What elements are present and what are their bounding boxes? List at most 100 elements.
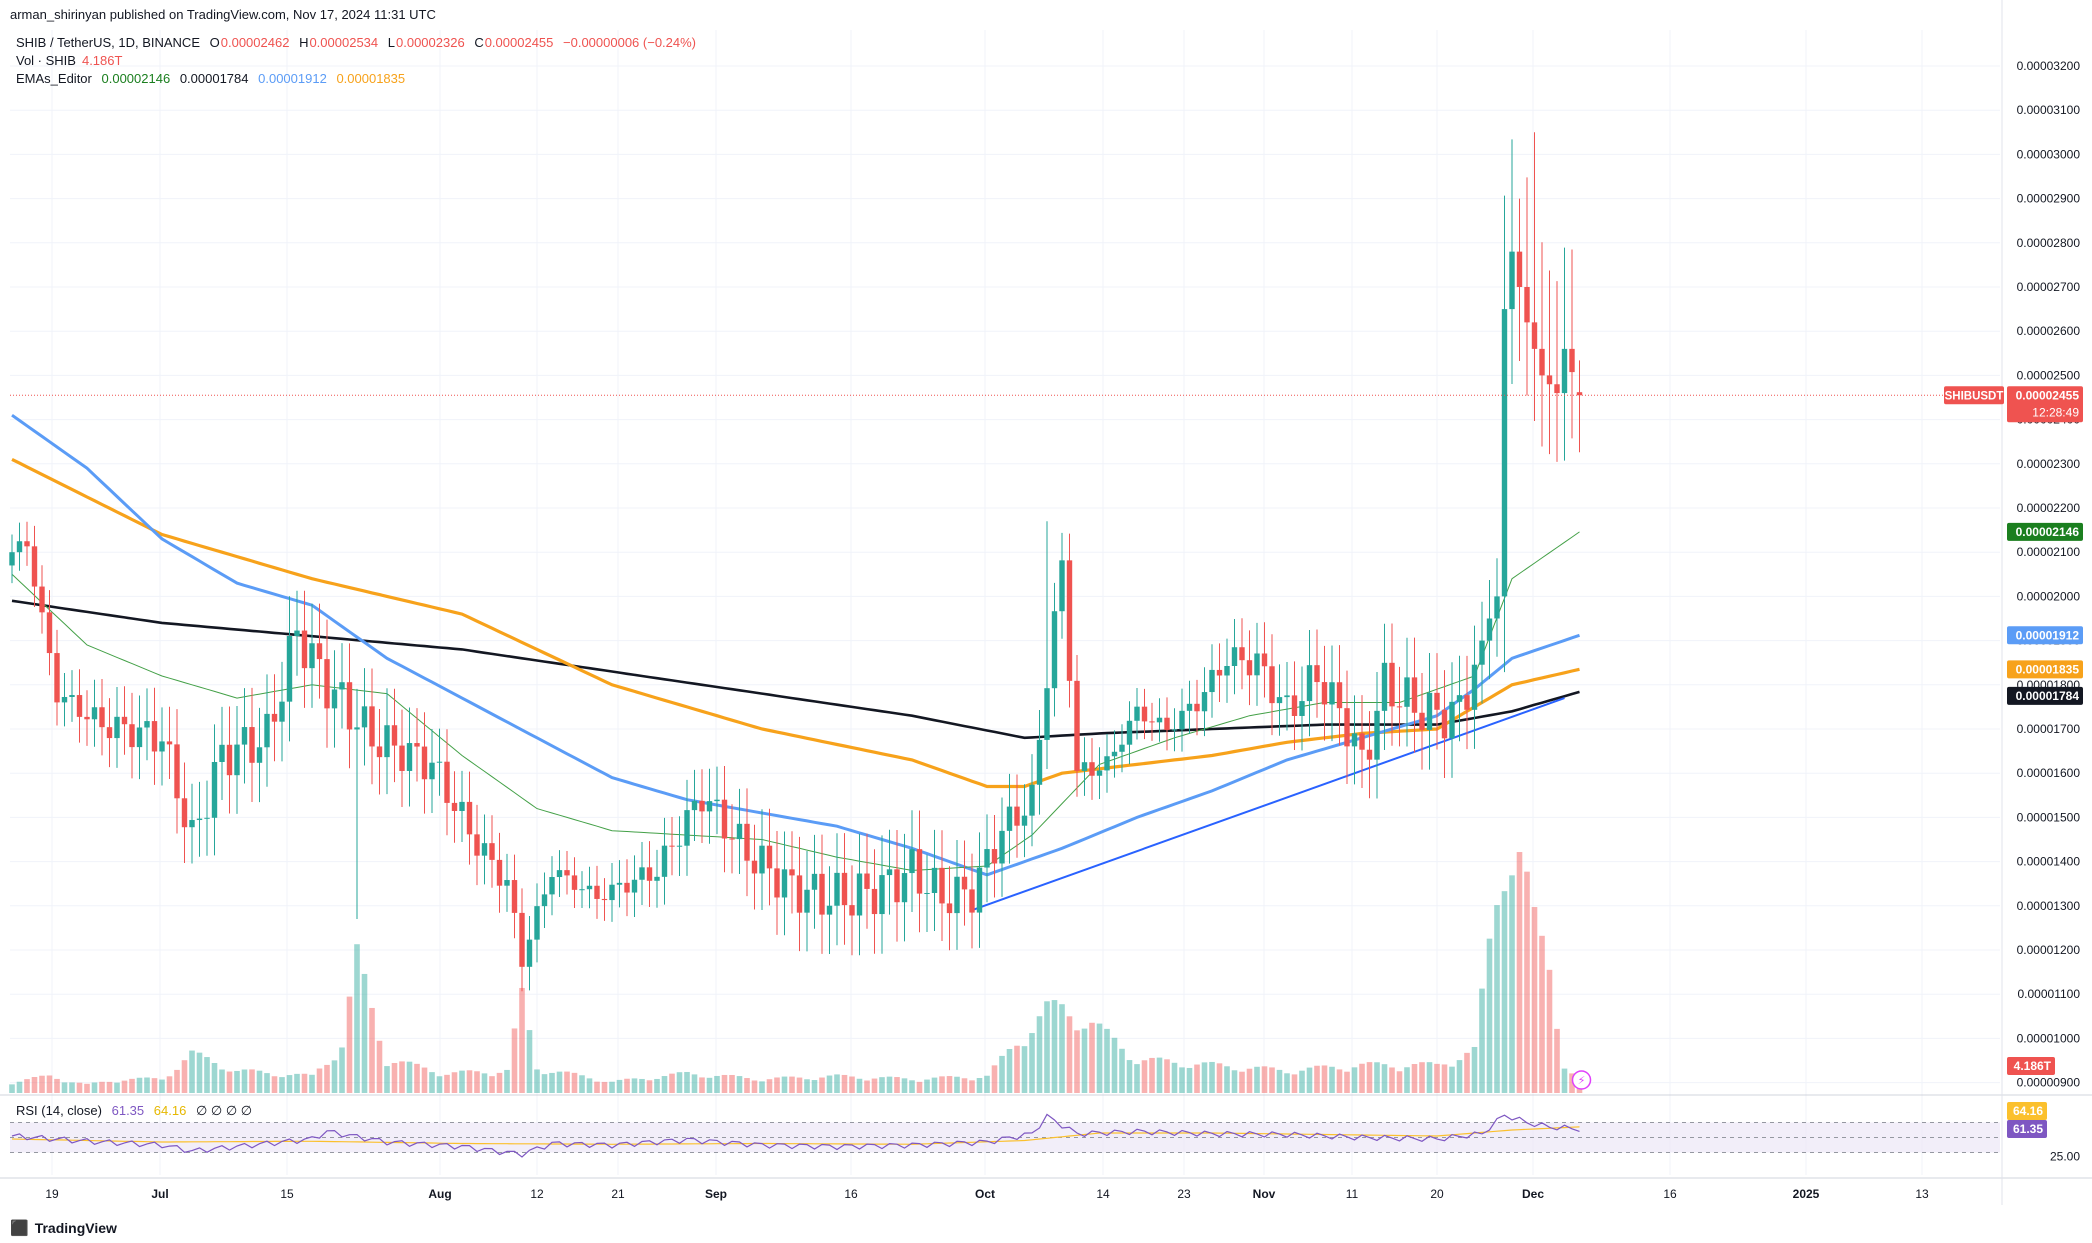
volume-bar: [549, 1072, 555, 1093]
volume-bar: [1284, 1073, 1290, 1093]
volume-bar: [24, 1079, 30, 1093]
volume-bar: [901, 1078, 908, 1093]
volume-bar: [84, 1083, 90, 1093]
volume-bar: [204, 1057, 210, 1093]
candle-body: [91, 707, 98, 720]
volume-bar: [429, 1072, 435, 1093]
volume-bar: [264, 1073, 270, 1093]
candle-body: [781, 869, 788, 898]
ema50-price-tag-bg: [2007, 626, 2083, 645]
volume-bar: [1479, 988, 1485, 1093]
volume-bar: [1126, 1060, 1133, 1093]
x-tick-label: Oct: [975, 1187, 995, 1201]
volume-bar: [1486, 938, 1493, 1093]
volume-bar: [459, 1070, 465, 1093]
tradingview-icon: ⬛: [10, 1220, 29, 1237]
candle-body: [886, 869, 893, 876]
candle-body: [114, 716, 120, 739]
candle-body: [654, 876, 660, 881]
candle-body: [954, 876, 960, 914]
candle-body: [219, 744, 225, 762]
volume-bar: [1171, 1062, 1178, 1093]
volume-bar: [564, 1071, 570, 1093]
volume-tag: 4.186T: [2014, 1059, 2052, 1073]
candle-body: [1464, 695, 1470, 710]
volume-bar: [1374, 1062, 1380, 1093]
candle-body: [1479, 640, 1485, 665]
candle-body: [286, 635, 293, 702]
volume-bar: [856, 1078, 863, 1093]
volume-bar: [69, 1082, 75, 1093]
volume-bar: [601, 1081, 608, 1093]
volume-bar: [399, 1061, 405, 1093]
candle-body: [646, 867, 653, 881]
symbol-name[interactable]: SHIB / TetherUS, 1D, BINANCE: [16, 35, 200, 50]
candle-body: [1201, 692, 1208, 712]
volume-bar: [1261, 1066, 1268, 1093]
volume-bar: [774, 1077, 780, 1093]
candle-body: [601, 898, 608, 901]
volume-bar: [556, 1071, 563, 1093]
volume-bar: [339, 1047, 345, 1093]
candle-body: [474, 834, 480, 856]
volume-bar: [931, 1077, 938, 1093]
volume-bar: [1464, 1052, 1470, 1093]
x-tick-label: Dec: [1522, 1187, 1544, 1201]
candle-body: [759, 845, 765, 874]
y-tick-label: 0.00001100: [2017, 987, 2080, 1001]
tradingview-logo[interactable]: ⬛ TradingView: [10, 1220, 117, 1237]
volume-bar: [721, 1074, 728, 1093]
candle-body: [1531, 322, 1538, 349]
candle-body: [174, 744, 180, 799]
volume-bar: [106, 1081, 113, 1093]
x-tick-label: 16: [1663, 1187, 1677, 1201]
candle-body: [1471, 664, 1478, 710]
volume-bar: [1276, 1069, 1283, 1093]
volume-bar: [684, 1071, 690, 1093]
volume-bar: [796, 1077, 803, 1093]
volume-legend[interactable]: Vol · SHIB 4.186T: [16, 53, 123, 68]
candle-body: [511, 880, 518, 913]
candle-body: [99, 707, 105, 728]
candle-body: [144, 721, 150, 728]
volume-bar: [1239, 1071, 1245, 1093]
x-tick-label: 15: [280, 1187, 294, 1201]
x-tick-label: 12: [530, 1187, 544, 1201]
volume-bar: [361, 973, 368, 1093]
volume-bar: [1186, 1067, 1193, 1093]
volume-bar: [316, 1068, 323, 1093]
volume-bar: [714, 1075, 720, 1093]
volume-bar: [1156, 1057, 1163, 1093]
candle-body: [1179, 710, 1185, 730]
candle-body: [46, 612, 53, 654]
candle-body: [639, 867, 645, 880]
volume-bar: [534, 1069, 540, 1093]
candle-body: [1231, 647, 1238, 667]
candle-body: [924, 892, 930, 894]
volume-bar: [256, 1070, 263, 1093]
candle-body: [946, 903, 953, 914]
y-tick-label: 0.00002900: [2017, 192, 2081, 206]
candle-body: [1044, 688, 1050, 740]
volume-bar: [1561, 1068, 1568, 1093]
candle-body: [1299, 701, 1305, 716]
rsi-legend[interactable]: RSI (14, close) 61.35 64.16 ∅ ∅ ∅ ∅: [16, 1103, 253, 1118]
candle-body: [714, 799, 720, 802]
candle-body: [684, 810, 690, 846]
candle-body: [1074, 680, 1080, 771]
candle-body: [721, 799, 728, 839]
candle-body: [406, 743, 413, 771]
candle-body: [309, 643, 315, 669]
candle-body: [354, 727, 360, 730]
candle-body: [804, 889, 810, 913]
candle-body: [339, 682, 345, 690]
ema-legend[interactable]: EMAs_Editor 0.00002146 0.00001784 0.0000…: [16, 71, 406, 86]
candle-body: [54, 653, 60, 703]
candle-body: [189, 820, 195, 828]
volume-bar: [1299, 1070, 1305, 1093]
candle-body: [196, 818, 203, 821]
volume-bar: [354, 944, 360, 1093]
ema20-price-tag: 0.00002146: [2016, 525, 2080, 539]
y-tick-label: 0.00001500: [2017, 810, 2081, 824]
